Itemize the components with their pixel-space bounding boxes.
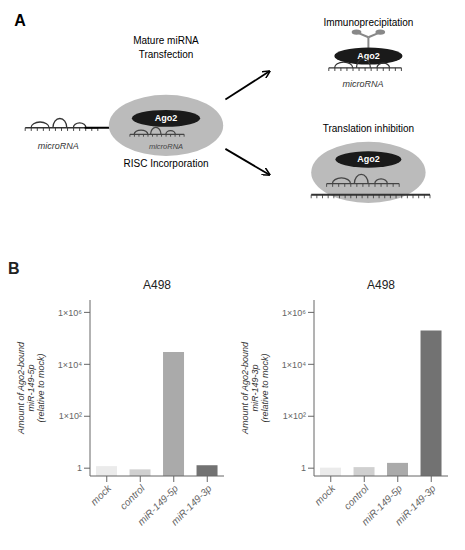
svg-text:mock: mock xyxy=(313,482,338,507)
svg-text:1: 1 xyxy=(77,463,82,473)
svg-text:RISC Incorporation: RISC Incorporation xyxy=(123,158,208,169)
svg-text:1×10⁴: 1×10⁴ xyxy=(58,360,82,370)
svg-text:control: control xyxy=(342,482,372,512)
svg-text:1×10⁶: 1×10⁶ xyxy=(282,308,306,318)
svg-text:miR-149-3p: miR-149-3p xyxy=(393,482,438,527)
html-text:B: B xyxy=(8,260,20,277)
svg-text:Ago2: Ago2 xyxy=(155,113,178,123)
svg-text:mock: mock xyxy=(89,482,114,507)
svg-text:1×10²: 1×10² xyxy=(59,411,82,421)
svg-text:Transfection: Transfection xyxy=(139,49,194,60)
svg-text:miR-149-3p: miR-149-3p xyxy=(169,482,214,527)
svg-text:Mature miRNA: Mature miRNA xyxy=(133,35,199,46)
svg-text:Amount of Ago2-boundmiR-149-3p: Amount of Ago2-boundmiR-149-3p(relative … xyxy=(240,341,270,435)
svg-text:Translation inhibition: Translation inhibition xyxy=(323,123,414,134)
svg-text:microRNA: microRNA xyxy=(38,141,79,151)
svg-text:Ago2: Ago2 xyxy=(357,51,380,62)
svg-text:Amount of Ago2-boundmiR-149-5p: Amount of Ago2-boundmiR-149-5p(relative … xyxy=(16,341,46,435)
svg-text:Immunoprecipitation: Immunoprecipitation xyxy=(323,17,413,28)
svg-text:1×10⁴: 1×10⁴ xyxy=(282,360,306,370)
svg-text:miR-149-5p: miR-149-5p xyxy=(359,482,405,528)
svg-text:1×10⁶: 1×10⁶ xyxy=(58,308,82,318)
svg-text:microRNA: microRNA xyxy=(149,142,183,151)
svg-text:Ago2: Ago2 xyxy=(357,154,380,164)
svg-text:1×10²: 1×10² xyxy=(283,411,306,421)
svg-text:1: 1 xyxy=(301,463,306,473)
svg-text:microRNA: microRNA xyxy=(343,79,384,89)
svg-text:control: control xyxy=(118,482,148,512)
html-text:A498: A498 xyxy=(143,278,171,292)
svg-text:miR-149-5p: miR-149-5p xyxy=(135,482,181,528)
html-text:A498: A498 xyxy=(367,278,395,292)
svg-text:A: A xyxy=(14,12,26,29)
